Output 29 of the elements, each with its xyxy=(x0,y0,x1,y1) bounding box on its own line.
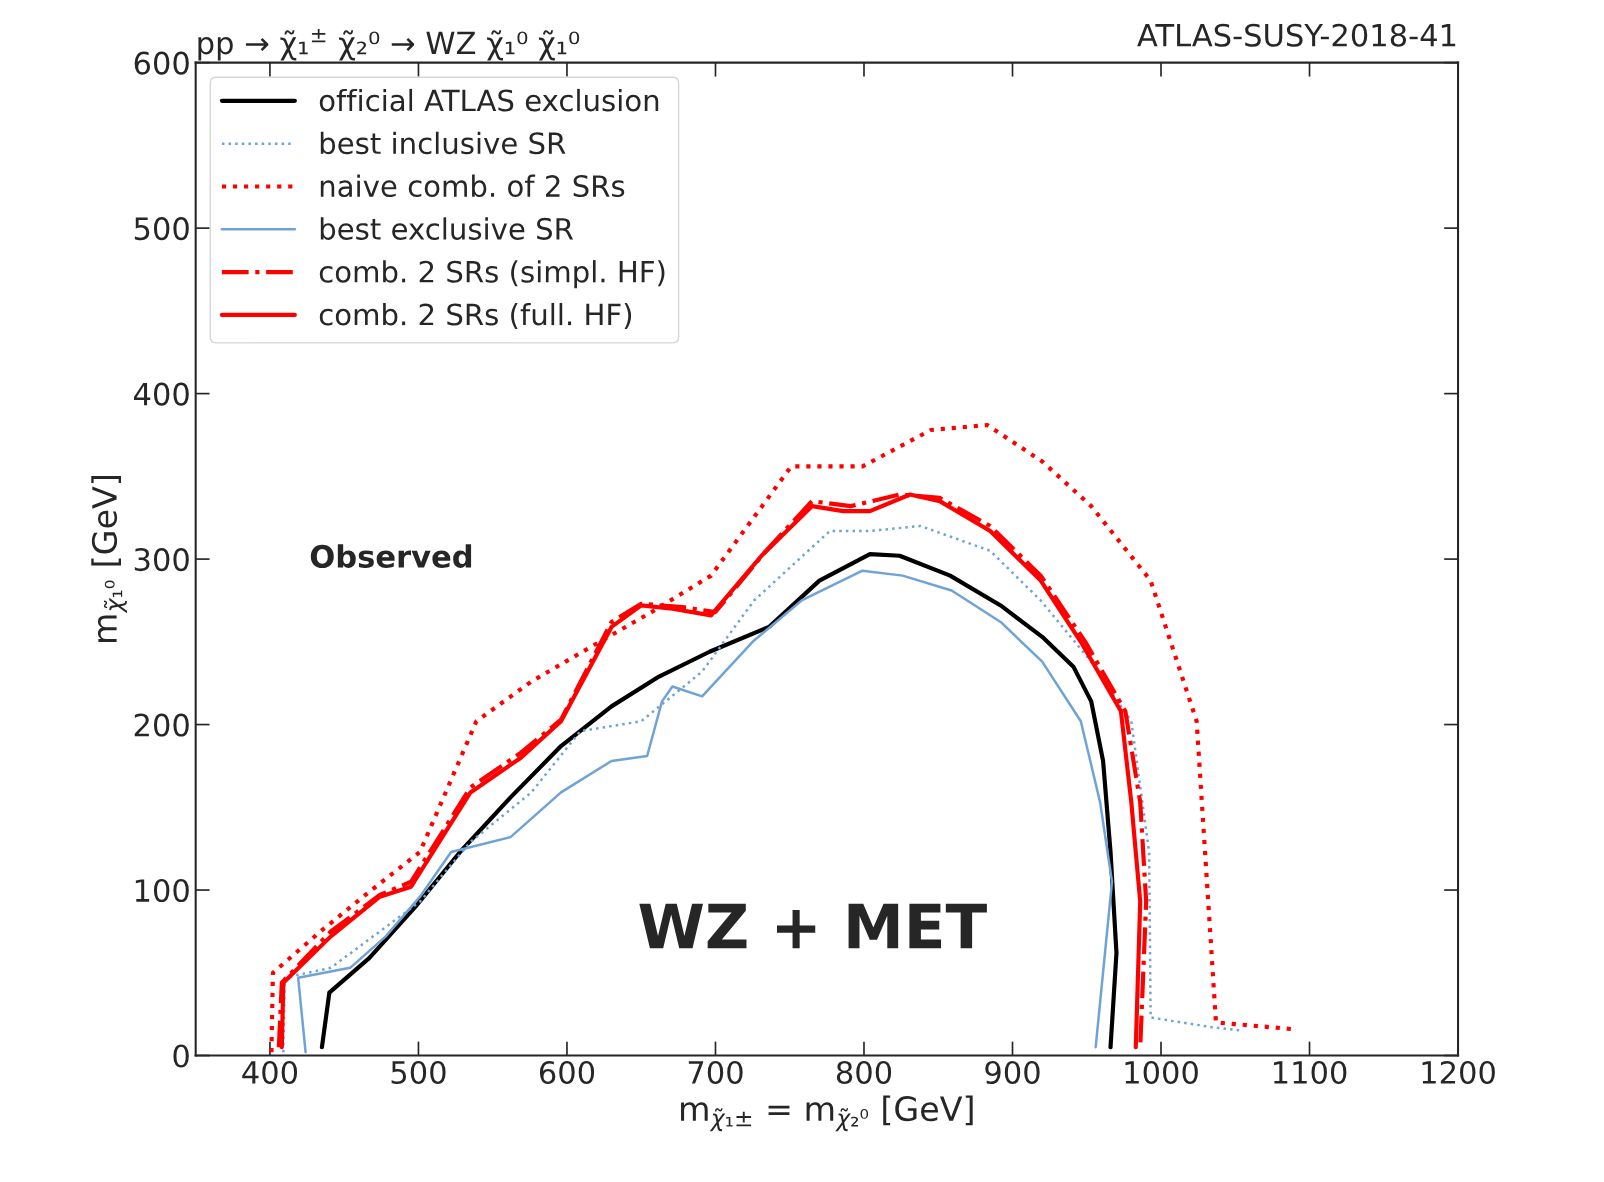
y-tick-label: 200 xyxy=(134,713,189,737)
y-tick-label: 500 xyxy=(134,217,189,241)
annotation: WZ + MET xyxy=(639,903,987,949)
x-tick-label: 800 xyxy=(836,1060,892,1085)
x-tick-label: 600 xyxy=(539,1060,595,1085)
legend-label: comb. 2 SRs (full. HF) xyxy=(319,302,632,329)
x-tick-label: 400 xyxy=(242,1060,298,1085)
annotation: Observed xyxy=(310,544,472,568)
x-axis-title: m$_{χ̃₁±}$ = m$_{χ̃₂⁰}$ [GeV] xyxy=(681,1095,973,1132)
legend-label: official ATLAS exclusion xyxy=(319,88,659,112)
x-tick-label: 1100 xyxy=(1274,1060,1347,1085)
legend-label: best inclusive SR xyxy=(320,131,566,155)
y-tick-label: 400 xyxy=(134,382,189,406)
text: ATLAS-SUSY-2018-41 xyxy=(1137,23,1456,47)
x-tick-label: 700 xyxy=(688,1060,743,1085)
x-tick-label: 900 xyxy=(985,1060,1040,1085)
legend-label: naive comb. of 2 SRs xyxy=(320,174,625,198)
x-tick-label: 1200 xyxy=(1422,1060,1495,1085)
y-tick-label: 300 xyxy=(134,548,189,572)
line-series xyxy=(269,422,1294,1055)
x-tick-label: 1000 xyxy=(1125,1060,1198,1085)
y-tick-label: 600 xyxy=(134,51,189,75)
y-tick-label: 0 xyxy=(173,1044,189,1068)
y-axis-title: m$_{χ̃₁⁰}$ [GeV] xyxy=(91,475,127,643)
legend-label: comb. 2 SRs (simpl. HF) xyxy=(319,260,665,289)
chart-title: pp → χ̃₁$^{±}$ χ̃₂⁰ → WZ χ̃₁⁰ χ̃₁⁰ xyxy=(198,28,580,61)
y-tick-label: 100 xyxy=(135,878,189,903)
legend-label: best exclusive SR xyxy=(320,217,574,240)
x-tick-label: 500 xyxy=(391,1060,446,1085)
